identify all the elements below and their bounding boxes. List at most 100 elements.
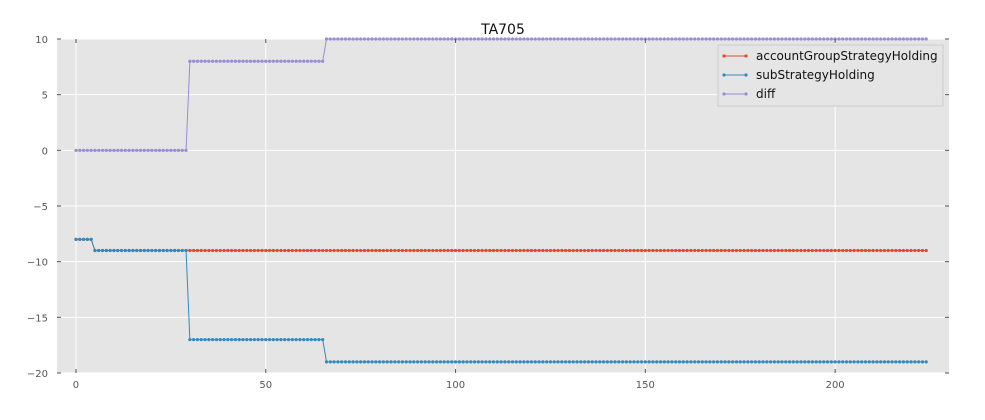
data-point (647, 248, 651, 253)
data-point (920, 37, 925, 41)
data-point (157, 148, 162, 152)
data-point (400, 37, 405, 41)
data-point (852, 248, 856, 253)
data-point (791, 248, 795, 253)
data-point (605, 360, 609, 364)
data-point (309, 248, 313, 253)
data-point (427, 360, 431, 364)
data-point (112, 248, 116, 253)
data-point (423, 248, 427, 253)
data-point (321, 338, 325, 342)
data-point (446, 248, 450, 253)
data-point (784, 248, 788, 253)
data-point (787, 248, 792, 253)
data-point (852, 360, 856, 364)
data-point (727, 360, 731, 364)
data-point (267, 338, 272, 342)
data-point (670, 37, 674, 41)
data-point (742, 37, 746, 41)
data-point (598, 37, 602, 41)
data-point (617, 360, 621, 364)
data-point (924, 360, 928, 364)
data-point (385, 360, 389, 364)
data-point (624, 360, 628, 364)
data-point (184, 248, 188, 253)
data-point (499, 248, 503, 253)
data-point (712, 37, 716, 41)
data-point (381, 37, 386, 41)
data-point (639, 360, 644, 364)
data-point (624, 37, 628, 41)
data-point (359, 248, 363, 253)
data-point (882, 360, 887, 364)
data-point (541, 248, 545, 253)
data-point (507, 360, 511, 364)
data-point (457, 360, 461, 364)
data-point (761, 37, 765, 41)
data-point (112, 148, 116, 152)
data-point (917, 37, 921, 41)
data-point (85, 148, 89, 152)
data-point (127, 148, 131, 152)
data-point (142, 248, 146, 253)
data-point (696, 248, 701, 253)
data-point (222, 248, 226, 253)
data-point (503, 248, 507, 253)
x-tick-label: 200 (826, 380, 845, 391)
data-point (613, 360, 617, 364)
legend-label: subStrategyHolding (756, 68, 875, 82)
data-point (829, 360, 833, 364)
data-point (286, 338, 291, 342)
data-point (583, 360, 587, 364)
data-point (666, 248, 670, 253)
data-point (324, 360, 329, 364)
data-point (837, 248, 841, 253)
data-point (267, 248, 272, 253)
data-point (639, 248, 644, 253)
data-point (731, 37, 735, 41)
data-point (138, 248, 143, 253)
data-point (397, 37, 401, 41)
data-point (879, 248, 883, 253)
data-point (708, 360, 712, 364)
data-point (825, 360, 830, 364)
data-point (328, 360, 332, 364)
data-point (317, 338, 321, 342)
data-point (135, 248, 139, 253)
data-point (598, 360, 602, 364)
data-point (298, 248, 302, 253)
data-point (434, 360, 439, 364)
data-point (108, 148, 112, 152)
data-point (199, 59, 203, 63)
data-point (522, 360, 526, 364)
data-point (491, 248, 496, 253)
data-point (583, 248, 587, 253)
data-point (875, 248, 879, 253)
data-point (738, 248, 742, 253)
data-point (78, 237, 82, 241)
data-point (556, 248, 560, 253)
data-point (734, 37, 739, 41)
data-point (157, 248, 162, 253)
data-point (294, 59, 298, 63)
data-point (586, 37, 591, 41)
data-point (765, 360, 769, 364)
y-tick-label: 10 (35, 35, 48, 46)
data-point (677, 248, 682, 253)
data-point (825, 248, 830, 253)
data-point (803, 37, 807, 41)
data-point (681, 37, 685, 41)
data-point (271, 59, 275, 63)
data-point (784, 37, 788, 41)
data-point (324, 248, 329, 253)
data-point (378, 248, 382, 253)
data-point (769, 37, 773, 41)
data-point (662, 37, 666, 41)
data-point (829, 248, 833, 253)
data-point (924, 248, 928, 253)
data-point (655, 360, 659, 364)
legend: accountGroupStrategyHolding subStrategyHo… (717, 44, 944, 107)
data-point (662, 360, 666, 364)
data-point (408, 37, 412, 41)
data-point (856, 37, 860, 41)
